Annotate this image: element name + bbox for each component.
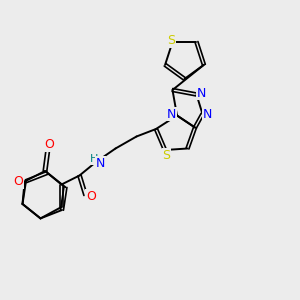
- Text: O: O: [45, 138, 54, 152]
- Text: N: N: [96, 157, 105, 170]
- Text: S: S: [163, 149, 170, 162]
- Text: O: O: [86, 190, 96, 203]
- Text: N: N: [203, 107, 213, 121]
- Text: H: H: [90, 154, 99, 164]
- Text: S: S: [167, 34, 175, 47]
- Text: N: N: [197, 86, 207, 100]
- Text: O: O: [13, 175, 23, 188]
- Text: N: N: [167, 107, 176, 121]
